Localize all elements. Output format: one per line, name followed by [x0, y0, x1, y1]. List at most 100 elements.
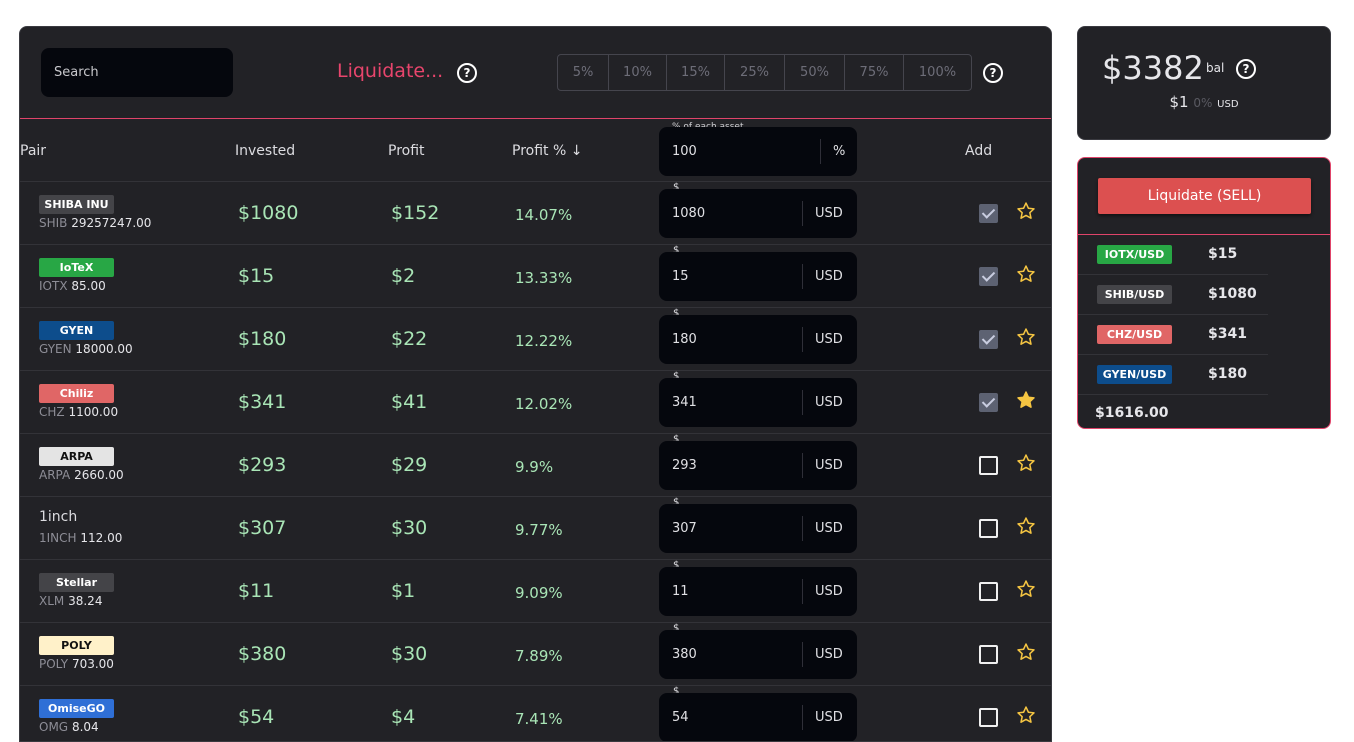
asset-symbol: ARPA [39, 468, 71, 482]
star-filled-icon[interactable] [1016, 390, 1036, 410]
asset-amount: 18000.00 [75, 342, 133, 356]
star-icon[interactable] [1016, 705, 1036, 725]
asset-badge[interactable]: Stellar [39, 573, 114, 592]
star-icon[interactable] [1016, 516, 1036, 536]
balance-suffix: bal [1206, 61, 1225, 75]
search-input[interactable]: Search [41, 48, 233, 97]
profit-percent: 7.89% [515, 647, 563, 665]
help-icon[interactable]: ? [457, 63, 477, 83]
toolbar: Search Liquidate... ? 5% 10% 15% 25% 50%… [20, 27, 1051, 119]
dollar-label: $ [673, 623, 680, 634]
add-checkbox[interactable] [979, 708, 998, 727]
asset-symbol: 1INCH [39, 531, 77, 545]
profit-value: $4 [391, 706, 416, 728]
sell-amount-value: 380 [672, 647, 697, 662]
percent-button-15[interactable]: 15% [667, 55, 725, 90]
invested-value: $11 [238, 580, 275, 602]
profit-percent: 12.02% [515, 395, 573, 413]
asset-badge[interactable]: GYEN [39, 321, 114, 340]
asset-badge[interactable]: ARPA [39, 447, 114, 466]
column-header-pair[interactable]: Pair [20, 143, 47, 159]
profit-value: $22 [391, 328, 428, 350]
currency-suffix: USD [802, 516, 843, 541]
add-checkbox[interactable] [979, 204, 998, 223]
dollar-label: $ [673, 497, 680, 508]
sell-amount-input[interactable]: 380 USD [659, 630, 857, 679]
asset-amount: 703.00 [71, 657, 114, 671]
percent-button-50[interactable]: 50% [785, 55, 845, 90]
asset-amount: 1100.00 [68, 405, 119, 419]
sell-amount-value: 307 [672, 521, 697, 536]
liquidate-label: Liquidate... [337, 60, 444, 82]
asset-symbol: XLM [39, 594, 65, 608]
sell-list-item: GYEN/USD $180 [1078, 355, 1268, 395]
sell-amount-input[interactable]: 11 USD [659, 567, 857, 616]
asset-amount: 38.24 [68, 594, 103, 608]
asset-name[interactable]: 1inch [39, 509, 78, 525]
percent-button-25[interactable]: 25% [725, 55, 785, 90]
column-header-invested[interactable]: Invested [235, 143, 296, 159]
currency-suffix: USD [802, 453, 843, 478]
star-icon[interactable] [1016, 264, 1036, 284]
sell-amount-input[interactable]: 341 USD [659, 378, 857, 427]
sell-amount-input[interactable]: 54 USD [659, 693, 857, 741]
profit-percent: 9.77% [515, 521, 563, 539]
add-checkbox[interactable] [979, 519, 998, 538]
sell-amount-value: 15 [672, 269, 689, 284]
percent-each-asset-input[interactable]: 100 % [659, 127, 857, 176]
column-header-profit[interactable]: Profit [388, 143, 425, 159]
liquidate-sell-button[interactable]: Liquidate (SELL) [1098, 178, 1311, 214]
asset-holding: CHZ 1100.00 [39, 405, 118, 419]
profit-percent: 14.07% [515, 206, 573, 224]
asset-holding: OMG 8.04 [39, 720, 99, 734]
star-icon[interactable] [1016, 579, 1036, 599]
star-icon[interactable] [1016, 327, 1036, 347]
help-icon[interactable]: ? [983, 63, 1003, 83]
help-icon[interactable]: ? [1236, 59, 1256, 79]
sell-amount-input[interactable]: 180 USD [659, 315, 857, 364]
add-checkbox[interactable] [979, 330, 998, 349]
balance-sub-percent: 0% [1193, 96, 1213, 110]
currency-suffix: USD [802, 642, 843, 667]
star-icon[interactable] [1016, 201, 1036, 221]
sell-amount-value: 293 [672, 458, 697, 473]
sell-amount-input[interactable]: 15 USD [659, 252, 857, 301]
asset-badge[interactable]: OmiseGO [39, 699, 114, 718]
star-icon[interactable] [1016, 642, 1036, 662]
invested-value: $180 [238, 328, 287, 350]
asset-badge[interactable]: IoTeX [39, 258, 114, 277]
percent-button-100[interactable]: 100% [918, 65, 957, 80]
column-header-profit-pct[interactable]: Profit % ↓ [512, 143, 583, 159]
sell-amount-input[interactable]: 293 USD [659, 441, 857, 490]
dollar-label: $ [673, 560, 680, 571]
asset-badge[interactable]: SHIBA INU [39, 195, 114, 214]
dollar-label: $ [673, 245, 680, 256]
add-checkbox[interactable] [979, 582, 998, 601]
percent-button-5[interactable]: 5% [558, 55, 609, 90]
pair-value: $1080 [1208, 286, 1257, 302]
asset-badge[interactable]: Chiliz [39, 384, 114, 403]
asset-amount: 85.00 [71, 279, 106, 293]
add-checkbox[interactable] [979, 267, 998, 286]
profit-value: $30 [391, 643, 428, 665]
percent-button-10[interactable]: 10% [609, 55, 667, 90]
dollar-label: $ [673, 182, 680, 193]
asset-badge[interactable]: POLY [39, 636, 114, 655]
add-checkbox[interactable] [979, 645, 998, 664]
pair-value: $180 [1208, 366, 1247, 382]
invested-value: $307 [238, 517, 287, 539]
add-checkbox[interactable] [979, 393, 998, 412]
add-checkbox[interactable] [979, 456, 998, 475]
sell-amount-input[interactable]: 307 USD [659, 504, 857, 553]
star-icon[interactable] [1016, 453, 1036, 473]
sell-amount-input[interactable]: 1080 USD [659, 189, 857, 238]
percent-button-75[interactable]: 75% [845, 55, 904, 90]
sell-amount-value: 1080 [672, 206, 706, 221]
sell-list-item: IOTX/USD $15 [1078, 235, 1268, 275]
profit-percent: 7.41% [515, 710, 563, 728]
currency-suffix: USD [802, 579, 843, 604]
asset-symbol: SHIB [39, 216, 68, 230]
pair-badge: SHIB/USD [1097, 285, 1172, 304]
asset-holding: POLY 703.00 [39, 657, 114, 671]
sell-amount-value: 54 [672, 710, 689, 725]
